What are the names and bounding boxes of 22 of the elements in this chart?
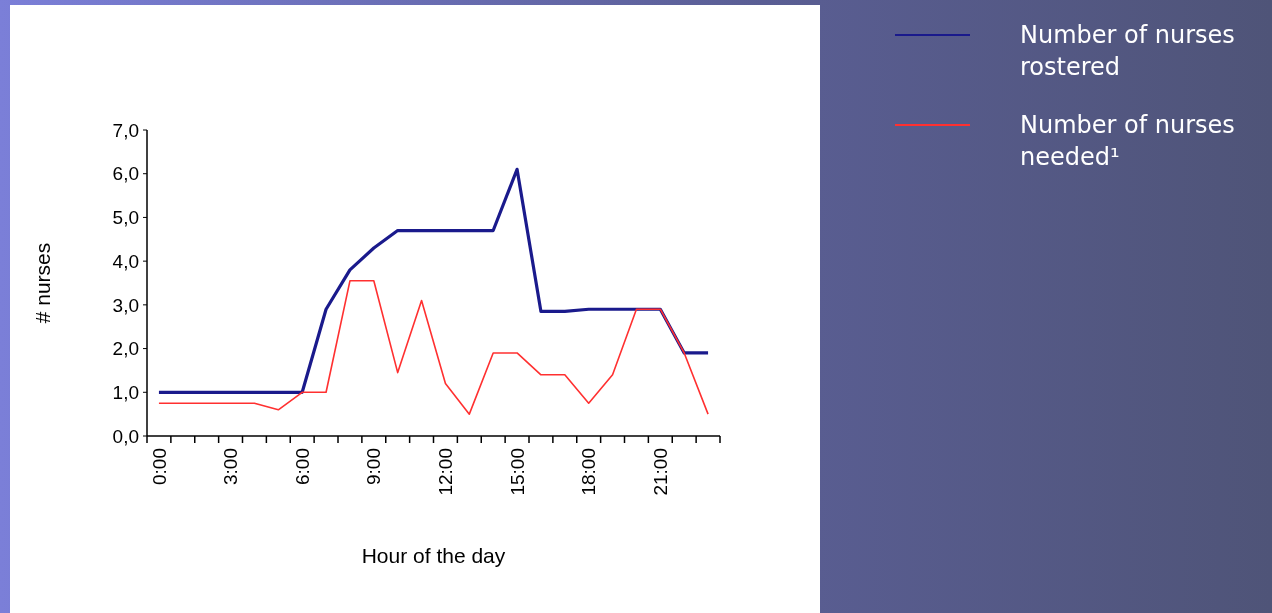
x-tick-label: 0:00: [148, 448, 170, 485]
x-tick-label: 18:00: [578, 448, 600, 496]
y-tick-label: 3,0: [112, 294, 139, 316]
y-tick-label: 1,0: [112, 381, 139, 403]
x-tick-label: 12:00: [435, 448, 457, 496]
line-series: [158, 280, 709, 415]
legend-label: Number of nurses needed¹: [1020, 111, 1235, 171]
y-tick-label: 6,0: [112, 163, 139, 185]
y-tick-label: 0,0: [112, 425, 139, 447]
x-tick-label: 6:00: [291, 448, 313, 485]
legend-label: Number of nurses rostered: [1020, 21, 1235, 81]
x-tick-label: 9:00: [363, 448, 385, 485]
y-tick-label: 4,0: [112, 250, 139, 272]
x-axis-title: Hour of the day: [361, 544, 506, 567]
x-tick-label: 15:00: [506, 448, 528, 496]
line-series: [157, 167, 710, 394]
y-tick-label: 7,0: [112, 119, 139, 141]
x-tick-label: 21:00: [649, 448, 671, 496]
x-tick-label: 3:00: [220, 448, 242, 485]
y-tick-label: 5,0: [112, 207, 139, 229]
y-axis-title: # nurses: [31, 242, 54, 324]
y-tick-label: 2,0: [112, 338, 139, 360]
